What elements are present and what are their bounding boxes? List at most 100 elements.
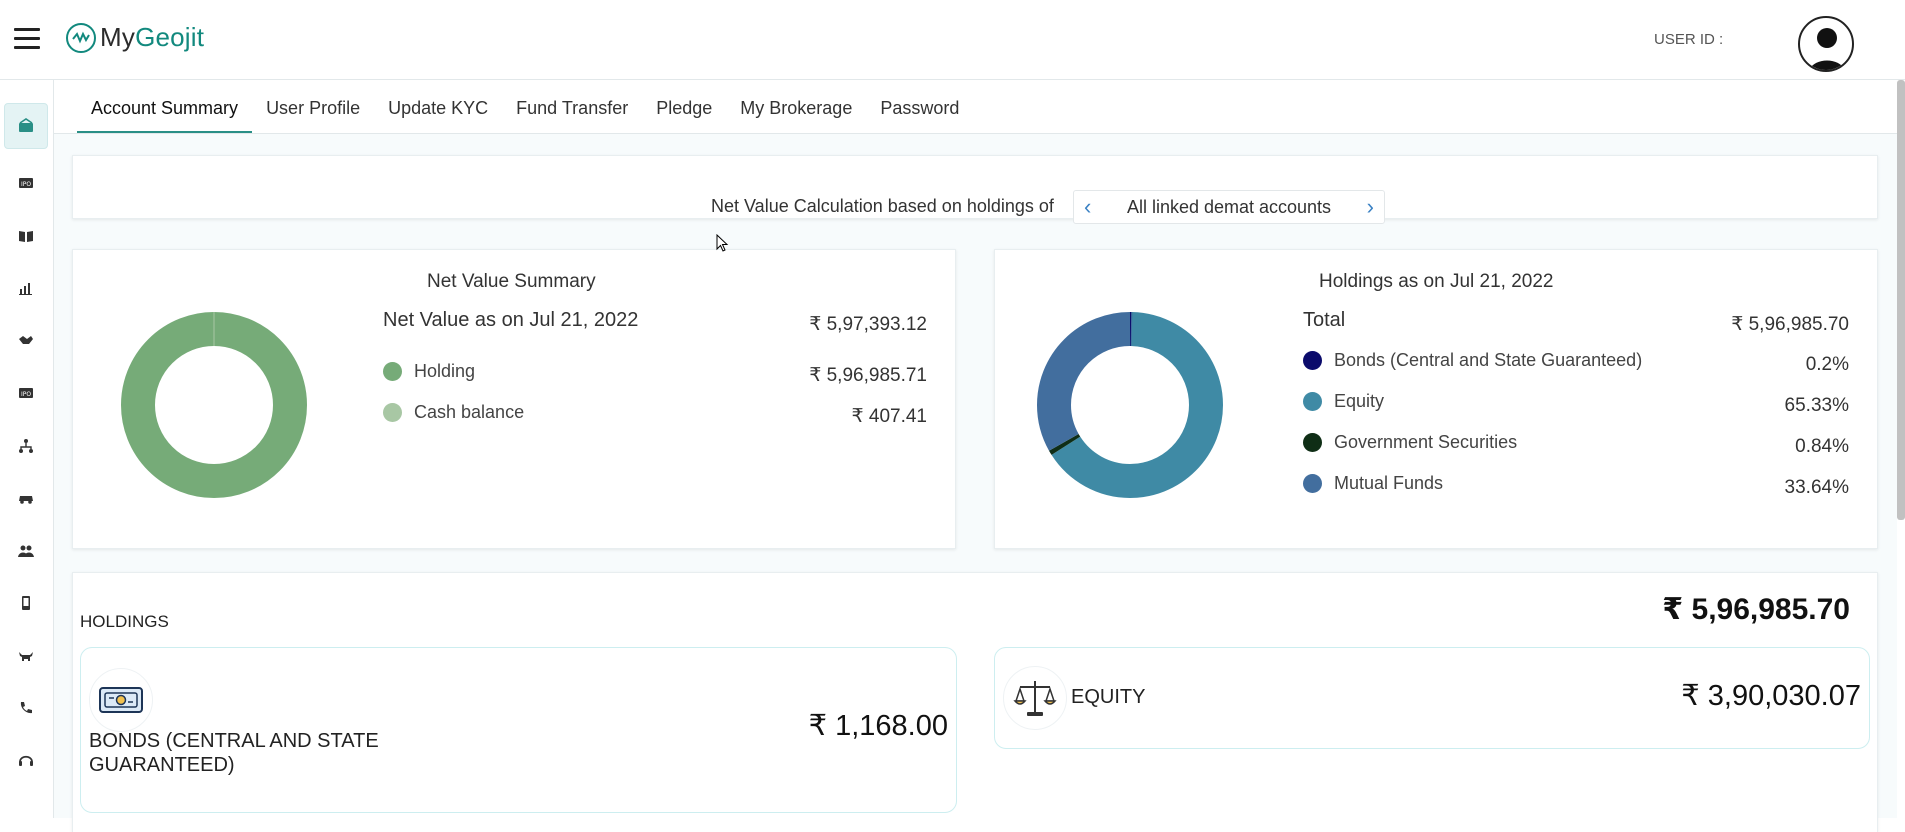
mutual-funds-percent: 33.64% xyxy=(1784,477,1849,498)
sidebar-item-ipo-2[interactable]: IPO xyxy=(4,370,48,416)
ipo2-icon: IPO xyxy=(19,388,33,398)
legend-label: Mutual Funds xyxy=(1334,473,1444,493)
chevron-right-icon[interactable]: › xyxy=(1366,194,1374,219)
govt-securities-percent: 0.84% xyxy=(1795,436,1849,457)
avatar[interactable] xyxy=(1798,16,1854,72)
user-id-label: USER ID : xyxy=(1654,31,1724,48)
book-icon xyxy=(19,231,33,242)
chart-icon xyxy=(19,283,32,295)
logo-text: MyGeojit xyxy=(100,22,205,52)
legend-item-equity: Equity xyxy=(1303,391,1384,412)
svg-text:IPO: IPO xyxy=(21,391,31,398)
phone-icon xyxy=(22,596,30,610)
holdings-donut-chart xyxy=(1037,312,1223,498)
holdings-total: ₹ 5,96,985.70 xyxy=(1662,593,1850,626)
legend-dot xyxy=(383,362,402,381)
tab-bar: Account Summary User Profile Update KYC … xyxy=(77,84,973,134)
sidebar-item-deals[interactable] xyxy=(4,317,48,363)
call-icon xyxy=(20,702,32,714)
tab-account-summary[interactable]: Account Summary xyxy=(77,84,253,134)
banknote-icon xyxy=(89,668,153,732)
holdings-summary-card: Holdings as on Jul 21, 2022 Total ₹ 5,96… xyxy=(994,249,1878,549)
holdings-summary-total: ₹ 5,96,985.70 xyxy=(1731,314,1849,335)
holding-name-line-2: GUARANTEED) xyxy=(89,754,235,776)
top-bar: MyGeojit USER ID : xyxy=(0,0,1905,80)
account-selector-value: All linked demat accounts xyxy=(1126,196,1332,217)
legend-item-govt-securities: Government Securities xyxy=(1303,432,1517,453)
holding-value: ₹ 5,96,985.71 xyxy=(809,365,927,386)
legend-label: Government Securities xyxy=(1334,432,1518,452)
svg-text:IPO: IPO xyxy=(21,181,31,188)
holding-value-bonds: ₹ 1,168.00 xyxy=(808,710,948,742)
legend-dot xyxy=(1303,474,1322,493)
holdings-summary-title: Holdings as on Jul 21, 2022 xyxy=(1319,271,1554,292)
network-icon xyxy=(19,439,33,453)
net-value-donut-chart xyxy=(121,312,307,498)
sidebar-item-ipo[interactable]: IPO xyxy=(4,160,48,206)
logo[interactable]: MyGeojit xyxy=(66,22,204,53)
legend-label: Equity xyxy=(1334,391,1385,411)
equity-percent: 65.33% xyxy=(1784,395,1849,416)
chevron-left-icon[interactable]: ‹ xyxy=(1084,194,1092,219)
legend-item-cash: Cash balance xyxy=(383,402,524,423)
menu-icon[interactable] xyxy=(14,28,40,50)
tab-update-kyc[interactable]: Update KYC xyxy=(388,98,489,118)
net-value-summary-title: Net Value Summary xyxy=(427,271,596,292)
account-icon xyxy=(19,118,33,132)
legend-dot xyxy=(1303,351,1322,370)
tab-divider xyxy=(54,133,1897,134)
cash-balance-value: ₹ 407.41 xyxy=(851,406,927,427)
legend-item-bonds: Bonds (Central and State Guaranteed) xyxy=(1303,350,1642,371)
sidebar-item-reports[interactable] xyxy=(4,265,48,311)
sidebar-item-vehicle[interactable] xyxy=(4,475,48,521)
tab-user-profile[interactable]: User Profile xyxy=(266,98,361,118)
sidebar-item-market[interactable] xyxy=(4,633,48,679)
mouse-cursor-icon xyxy=(716,234,729,252)
sidebar-item-account[interactable] xyxy=(4,103,48,149)
donut-slice-equity[interactable] xyxy=(1037,312,1223,498)
legend-item-mutual-funds: Mutual Funds xyxy=(1303,473,1443,494)
net-value-subtitle: Net Value as on Jul 21, 2022 xyxy=(383,309,639,331)
bonds-percent: 0.2% xyxy=(1805,354,1849,375)
legend-label: Holding xyxy=(414,361,476,381)
people-icon xyxy=(18,545,34,557)
donut-slice-holding[interactable] xyxy=(121,312,307,498)
holding-value-equity: ₹ 3,90,030.07 xyxy=(1681,680,1861,712)
tab-pledge[interactable]: Pledge xyxy=(656,98,713,118)
holdings-heading: HOLDINGS xyxy=(80,612,169,631)
sidebar-item-support[interactable] xyxy=(4,737,48,783)
logo-mark-icon xyxy=(66,22,96,53)
main-content: Net Value Calculation based on holdings … xyxy=(54,134,1897,832)
net-value-total: ₹ 5,97,393.12 xyxy=(809,314,927,335)
tab-fund-transfer[interactable]: Fund Transfer xyxy=(516,98,629,118)
page-scrollbar[interactable] xyxy=(1897,80,1905,520)
sidebar-item-network[interactable] xyxy=(4,423,48,469)
holding-name-line-1: BONDS (CENTRAL AND STATE xyxy=(89,730,379,752)
legend-dot xyxy=(1303,433,1322,452)
holding-name-equity: EQUITY xyxy=(1071,686,1146,708)
legend-item-holding: Holding xyxy=(383,361,475,382)
sidebar-item-mobile[interactable] xyxy=(4,580,48,626)
bull-icon xyxy=(19,652,33,661)
account-selector[interactable]: ‹ All linked demat accounts › xyxy=(1073,190,1385,224)
sidebar-item-call[interactable] xyxy=(4,685,48,731)
legend-label: Bonds (Central and State Guaranteed) xyxy=(1334,350,1643,370)
net-value-summary-card: Net Value Summary Net Value as on Jul 21… xyxy=(72,249,956,549)
net-calc-bar: Net Value Calculation based on holdings … xyxy=(72,155,1878,224)
legend-dot xyxy=(1303,392,1322,411)
scales-icon xyxy=(1003,666,1067,730)
ipo-icon: IPO xyxy=(19,178,33,188)
sidebar-item-people[interactable] xyxy=(4,528,48,574)
legend-label: Cash balance xyxy=(414,402,525,422)
holdings-total-label: Total xyxy=(1303,309,1346,331)
sidebar-item-book[interactable] xyxy=(4,213,48,259)
headset-icon xyxy=(19,755,33,766)
holding-card-equity[interactable]: EQUITY ₹ 3,90,030.07 xyxy=(994,647,1870,749)
car-icon xyxy=(19,496,33,504)
sidebar: IPO IPO xyxy=(0,80,54,818)
legend-dot xyxy=(383,403,402,422)
tab-my-brokerage[interactable]: My Brokerage xyxy=(740,98,853,118)
donut-slice-bonds[interactable] xyxy=(1037,312,1223,498)
holding-card-bonds[interactable]: BONDS (CENTRAL AND STATE GUARANTEED) ₹ 1… xyxy=(80,647,957,813)
tab-password[interactable]: Password xyxy=(880,98,960,118)
